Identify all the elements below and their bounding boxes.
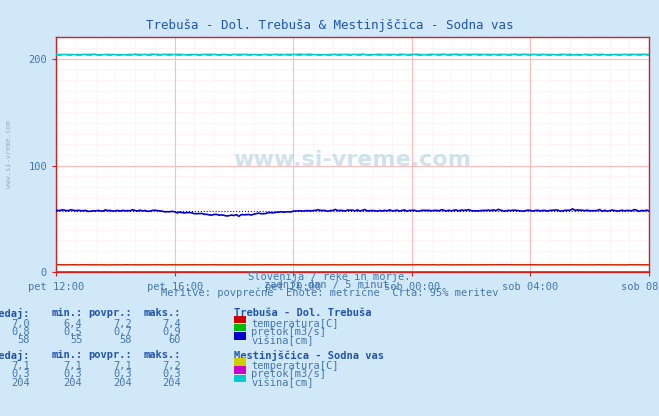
Text: Meritve: povprečne  Enote: metrične  Črta: 95% meritev: Meritve: povprečne Enote: metrične Črta:… (161, 286, 498, 298)
Text: www.si-vreme.com: www.si-vreme.com (5, 120, 12, 188)
Text: Trebuša - Dol. Trebuša: Trebuša - Dol. Trebuša (234, 308, 372, 318)
Text: 7,1: 7,1 (113, 361, 132, 371)
Text: Mestinjščica - Sodna vas: Mestinjščica - Sodna vas (234, 350, 384, 362)
Text: 7,0: 7,0 (11, 319, 30, 329)
Text: 58: 58 (17, 335, 30, 345)
Text: pretok[m3/s]: pretok[m3/s] (251, 327, 326, 337)
Text: 58: 58 (119, 335, 132, 345)
Text: 6,4: 6,4 (64, 319, 82, 329)
Text: 7,2: 7,2 (163, 361, 181, 371)
Text: 0,3: 0,3 (11, 369, 30, 379)
Text: temperatura[C]: temperatura[C] (251, 319, 339, 329)
Text: 0,3: 0,3 (163, 369, 181, 379)
Text: 204: 204 (64, 378, 82, 388)
Text: višina[cm]: višina[cm] (251, 378, 314, 388)
Text: min.:: min.: (51, 308, 82, 318)
Text: višina[cm]: višina[cm] (251, 335, 314, 346)
Text: 7,1: 7,1 (11, 361, 30, 371)
Text: 0,9: 0,9 (163, 327, 181, 337)
Text: sedaj:: sedaj: (0, 350, 30, 362)
Text: povpr.:: povpr.: (88, 350, 132, 360)
Text: 0,7: 0,7 (113, 327, 132, 337)
Text: maks.:: maks.: (144, 308, 181, 318)
Text: pretok[m3/s]: pretok[m3/s] (251, 369, 326, 379)
Text: 0,3: 0,3 (64, 369, 82, 379)
Text: 7,1: 7,1 (64, 361, 82, 371)
Text: 204: 204 (113, 378, 132, 388)
Text: 204: 204 (163, 378, 181, 388)
Text: 0,8: 0,8 (11, 327, 30, 337)
Text: 0,3: 0,3 (113, 369, 132, 379)
Text: maks.:: maks.: (144, 350, 181, 360)
Text: temperatura[C]: temperatura[C] (251, 361, 339, 371)
Text: Trebuša - Dol. Trebuša & Mestinjščica - Sodna vas: Trebuša - Dol. Trebuša & Mestinjščica - … (146, 19, 513, 32)
Text: 60: 60 (169, 335, 181, 345)
Text: min.:: min.: (51, 350, 82, 360)
Text: zadnji dan / 5 minut.: zadnji dan / 5 minut. (264, 280, 395, 290)
Text: 7,4: 7,4 (163, 319, 181, 329)
Text: povpr.:: povpr.: (88, 308, 132, 318)
Text: 55: 55 (70, 335, 82, 345)
Text: Slovenija / reke in morje.: Slovenija / reke in morje. (248, 272, 411, 282)
Text: 0,5: 0,5 (64, 327, 82, 337)
Text: sedaj:: sedaj: (0, 308, 30, 319)
Text: www.si-vreme.com: www.si-vreme.com (233, 150, 472, 170)
Text: 7,2: 7,2 (113, 319, 132, 329)
Text: 204: 204 (11, 378, 30, 388)
